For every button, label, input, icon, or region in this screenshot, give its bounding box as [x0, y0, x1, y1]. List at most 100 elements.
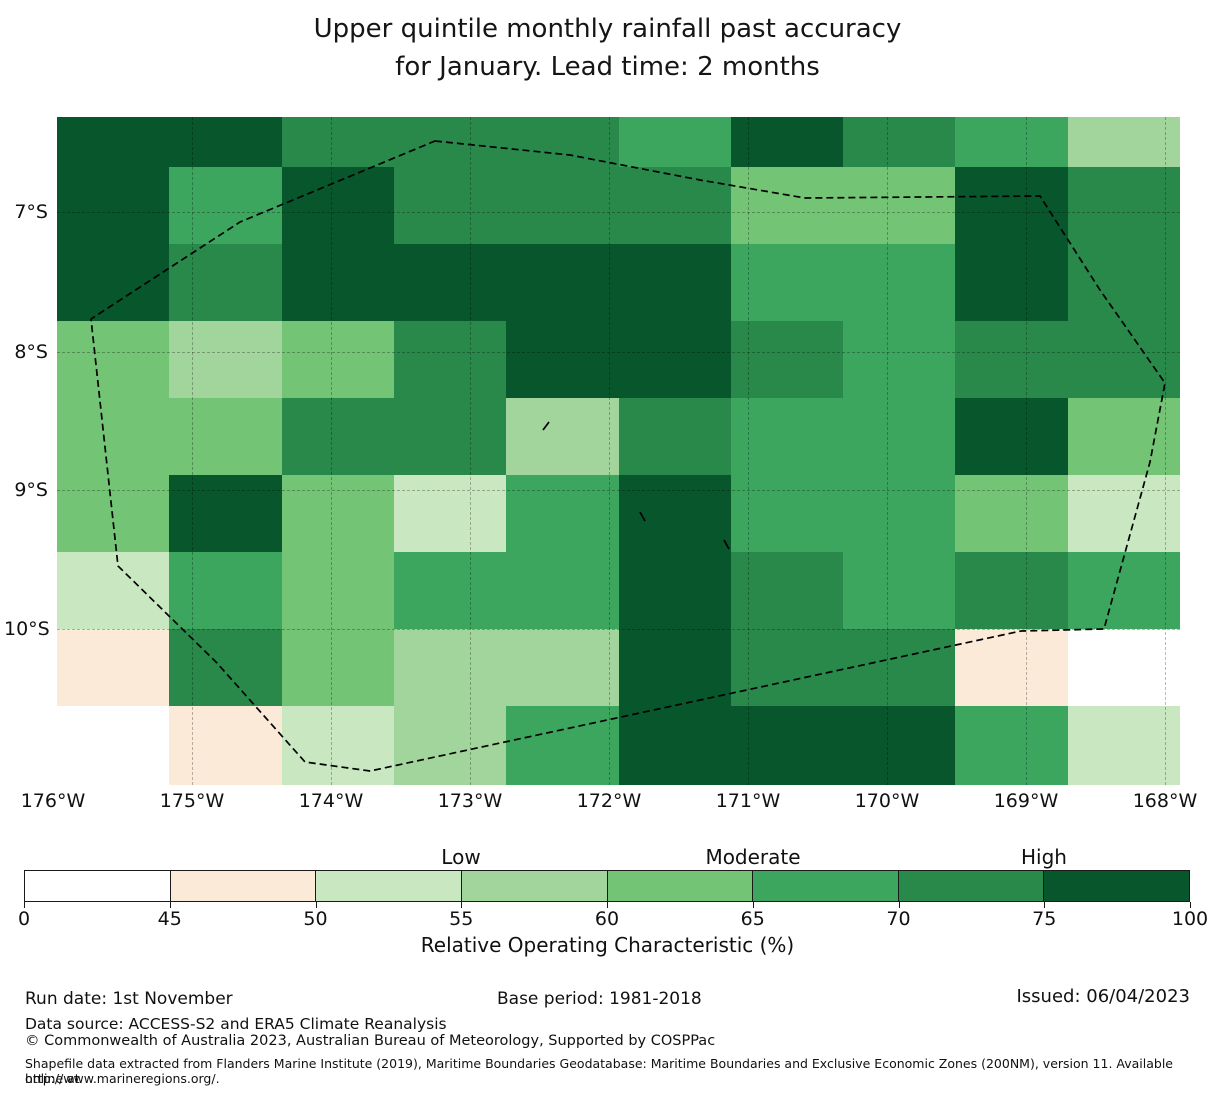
map-cell [281, 398, 394, 475]
map-cell [730, 398, 844, 475]
colorbar-tick [752, 902, 754, 908]
map-cell [506, 167, 619, 244]
map-cell [393, 475, 507, 552]
data-source-text: Data source: ACCESS-S2 and ERA5 Climate … [25, 1015, 447, 1033]
map-cell [955, 629, 1068, 706]
map-cell [843, 629, 956, 706]
colorbar-tick-label: 70 [886, 908, 911, 930]
map-cell [843, 244, 956, 321]
map-cell [57, 244, 170, 321]
map-cell [955, 321, 1068, 398]
x-tick-label: 172°W [576, 790, 642, 812]
map-cell [730, 167, 844, 244]
map-cell [1067, 167, 1180, 244]
x-tick-label: 174°W [298, 790, 364, 812]
colorbar-segment [1044, 871, 1189, 901]
map-cell [955, 167, 1068, 244]
colorbar-tick [1190, 902, 1191, 908]
colorbar-segment [316, 871, 462, 901]
colorbar-tick-label: 45 [157, 908, 182, 930]
map-cell [618, 321, 731, 398]
map-cell [955, 398, 1068, 475]
map-cell [57, 552, 170, 629]
map-cell [393, 706, 507, 785]
map-cell [506, 475, 619, 552]
colorbar-segment [461, 871, 608, 901]
map-cell [730, 244, 844, 321]
map-cell [730, 706, 844, 785]
copyright-text: © Commonwealth of Australia 2023, Austra… [25, 1033, 716, 1049]
y-tick-label: 10°S [4, 618, 50, 640]
map-cell [169, 321, 282, 398]
map-cell [955, 117, 1068, 167]
map-cell [730, 117, 844, 167]
map-cell [1067, 475, 1180, 552]
colorbar-tick-label: 60 [594, 908, 620, 930]
colorbar-tick [24, 902, 25, 908]
map-cell [843, 321, 956, 398]
colorbar-tick-label: 65 [740, 908, 765, 930]
x-tick-label: 173°W [437, 790, 503, 812]
colorbar-tick [461, 902, 463, 908]
map-cell [393, 629, 507, 706]
map-cell [281, 552, 394, 629]
map-cell [506, 321, 619, 398]
colorbar-tick [898, 902, 900, 908]
colorbar-tick-label: 50 [303, 908, 328, 930]
map-cell [281, 321, 394, 398]
map-cell [506, 398, 619, 475]
map-cell [1067, 244, 1180, 321]
x-tick-label: 175°W [159, 790, 225, 812]
x-tick-label: 170°W [854, 790, 920, 812]
map-cell [393, 321, 507, 398]
map-cell [506, 629, 619, 706]
map-cell [169, 244, 282, 321]
map-cell [618, 117, 731, 167]
map-cell [730, 629, 844, 706]
colorbar-category-label: High [1021, 845, 1067, 869]
colorbar-tick-label: 75 [1032, 908, 1057, 930]
map-cell [955, 706, 1068, 785]
colorbar-tick [607, 902, 608, 908]
map-cell [506, 552, 619, 629]
colorbar-tick [169, 902, 171, 908]
map-cell [730, 321, 844, 398]
heatmap-area [57, 117, 1180, 785]
map-cell [618, 398, 731, 475]
map-cell [1067, 706, 1180, 785]
map-cell [843, 167, 956, 244]
map-cell [393, 244, 507, 321]
x-tick-label: 171°W [715, 790, 781, 812]
map-cell [618, 629, 731, 706]
colorbar-tick-label: 100 [1171, 908, 1209, 930]
colorbar-tick-label: 55 [449, 908, 474, 930]
map-cell [730, 552, 844, 629]
colorbar-segment [753, 871, 899, 901]
colorbar-segment [607, 871, 754, 901]
map-cell [169, 117, 282, 167]
shapefile-note-line2: http://www.marineregions.org/. [25, 1071, 220, 1086]
colorbar-tick [1044, 902, 1046, 908]
colorbar [24, 870, 1190, 902]
map-cell [1067, 321, 1180, 398]
run-date-text: Run date: 1st November [25, 989, 233, 1009]
chart-title-line2: for January. Lead time: 2 months [395, 52, 820, 82]
issued-date-text: Issued: 06/04/2023 [1016, 986, 1190, 1007]
colorbar-tick [315, 902, 317, 908]
map-cell [281, 167, 394, 244]
map-cell [1067, 552, 1180, 629]
shapefile-note-line1: Shapefile data extracted from Flanders M… [25, 1056, 1173, 1086]
colorbar-segment [170, 871, 317, 901]
colorbar-category-label: Moderate [705, 845, 801, 869]
map-cell [281, 629, 394, 706]
map-cell [169, 167, 282, 244]
map-cell [843, 475, 956, 552]
map-cell [169, 629, 282, 706]
map-cell [843, 117, 956, 167]
map-cell [169, 398, 282, 475]
x-tick-label: 168°W [1132, 790, 1198, 812]
map-cell [57, 117, 170, 167]
map-cell [1067, 117, 1180, 167]
map-cell [955, 552, 1068, 629]
map-cell [618, 244, 731, 321]
